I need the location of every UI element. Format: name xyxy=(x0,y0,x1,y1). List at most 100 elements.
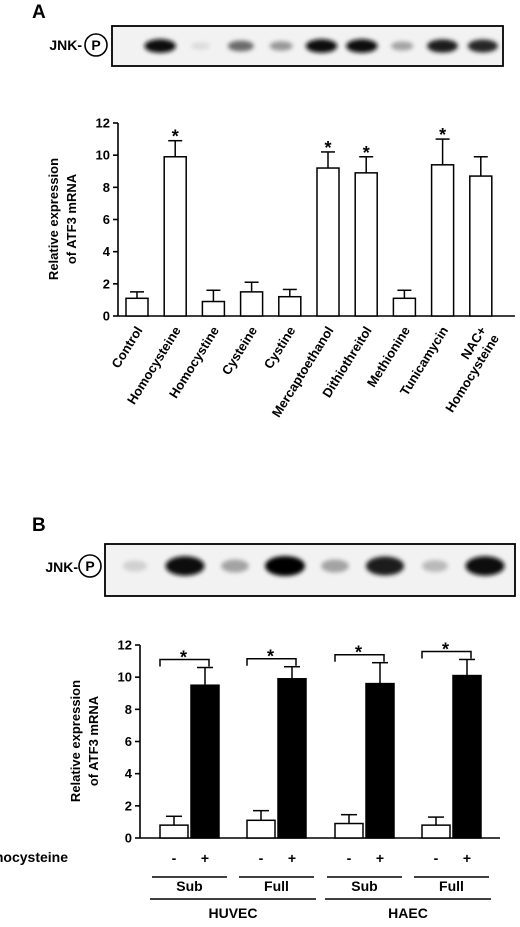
panel-b-bar xyxy=(365,682,395,839)
panel-b-ylabel-line1: Relative expression xyxy=(68,680,83,802)
panel-a-blot-band xyxy=(191,42,210,50)
panel-b-ytick-label: 4 xyxy=(125,766,133,781)
panel-a: A JNK- P 0 2 4 6 8 10 12 Relative expression o… xyxy=(32,2,515,420)
panel-b-ylabel-line2: of ATF3 mRNA xyxy=(86,695,101,786)
panel-a-ytick-label: 10 xyxy=(96,148,110,163)
panel-b-ytick-label: 10 xyxy=(118,670,132,685)
panel-b-cell-label: HUVEC xyxy=(208,905,257,921)
panel-a-letter: A xyxy=(32,2,46,23)
panel-a-significance-star: * xyxy=(324,138,331,158)
panel-a-blot-band xyxy=(227,40,254,52)
panel-b-treatment-sign: - xyxy=(172,850,177,866)
panel-b-cell-label: HAEC xyxy=(388,905,428,921)
panel-a-bar xyxy=(316,167,340,317)
panel-b-bar xyxy=(277,678,307,839)
panel-b-comparison-bracket xyxy=(421,650,472,659)
panel-a-bar xyxy=(163,156,187,317)
panel-a-blot-band xyxy=(467,39,498,53)
panel-b-comparison-bracket xyxy=(159,658,210,667)
panel-a-bars: * * * * xyxy=(125,125,493,317)
panel-a-ytick-label: 8 xyxy=(103,180,110,195)
panel-a-blot-label: JNK- xyxy=(49,37,82,53)
panel-a-ylabel-line2: of ATF3 mRNA xyxy=(64,173,79,264)
panel-b-treatment-signs: - + - + - + - + xyxy=(172,850,471,866)
panel-a-bar xyxy=(354,172,378,317)
panel-b-ytick-label: 2 xyxy=(125,798,132,813)
panel-b-comparison-bracket xyxy=(246,657,297,666)
panel-b-treatment-sign: + xyxy=(201,850,209,866)
panel-a-blot-bands xyxy=(144,39,498,53)
panel-a-category-label: Control xyxy=(108,324,145,371)
panel-a-phospho-symbol: P xyxy=(91,37,100,53)
panel-a-significance-star: * xyxy=(363,143,370,163)
panel-a-ylabel-line1: Relative expression xyxy=(46,158,61,280)
panel-b-phospho-icon: P xyxy=(78,554,102,578)
panel-b-bar xyxy=(334,822,364,839)
panel-a-ytick-label: 12 xyxy=(96,116,110,131)
panel-b-ytick-label: 8 xyxy=(125,702,132,717)
panel-b-significance-brackets: * * * * xyxy=(159,639,472,668)
panel-a-blot-band xyxy=(427,39,458,53)
panel-b-phospho-symbol: P xyxy=(85,558,94,574)
panel-a-bar xyxy=(278,295,302,317)
panel-a-bar xyxy=(239,291,264,317)
panel-b-treatment-sign: - xyxy=(347,850,352,866)
panel-b-significance-star: * xyxy=(267,647,274,667)
panel-a-ytick-label: 6 xyxy=(103,212,110,227)
panel-a-bar xyxy=(392,297,417,317)
panel-a-blot-band xyxy=(305,39,338,53)
panel-a-bar xyxy=(201,300,226,317)
panel-b-medium-label: Full xyxy=(439,878,464,894)
panel-b-blot-band xyxy=(265,556,305,576)
panel-b-medium-label: Sub xyxy=(351,878,377,894)
panel-b-treatment-sign: + xyxy=(463,850,471,866)
panel-b-bar xyxy=(452,674,482,839)
panel-b-significance-star: * xyxy=(355,643,362,663)
panel-b-blot-band xyxy=(165,556,205,576)
panel-b-ytick-label: 12 xyxy=(118,638,132,653)
panel-b-blot-band xyxy=(122,560,148,572)
panel-b-bar xyxy=(246,819,276,839)
panel-b-blot-band xyxy=(321,559,349,573)
panel-a-phospho-icon: P xyxy=(84,33,108,57)
panel-b-treatment-label: Homocysteine xyxy=(0,849,68,865)
panel-b-blot-label: JNK- xyxy=(45,559,78,575)
panel-a-ytick-label: 4 xyxy=(103,244,111,259)
panel-b: B JNK- P 0 2 4 6 8 10 12 Relative expression o… xyxy=(0,515,516,921)
panel-b-blot-frame xyxy=(104,543,516,597)
panel-b-bar xyxy=(159,824,189,839)
panel-b-significance-star: * xyxy=(442,639,449,659)
panel-a-blot-band xyxy=(390,41,414,51)
panel-a-ytick-label: 2 xyxy=(103,276,110,291)
panel-a-bar xyxy=(430,164,455,317)
panel-b-blot-band xyxy=(422,560,448,572)
panel-a-bar xyxy=(125,297,149,317)
panel-b-blot-band xyxy=(465,556,505,576)
panel-b-group-labels: Sub Full Sub Full HUVEC HAEC xyxy=(150,876,491,921)
panel-a-significance-star: * xyxy=(172,127,179,147)
panel-b-ytick-label: 6 xyxy=(125,734,132,749)
panel-b-ytick-label: 0 xyxy=(125,831,132,846)
panel-b-blot-band xyxy=(221,559,249,573)
panel-a-category-label: Cysteine xyxy=(219,324,260,378)
panel-b-blot-band xyxy=(365,556,405,576)
panel-b-bars xyxy=(159,658,482,839)
panel-b-blot-bands xyxy=(122,556,505,576)
panel-b-treatment-sign: + xyxy=(288,850,296,866)
panel-b-significance-star: * xyxy=(180,648,187,668)
panel-a-category-label: Cystine xyxy=(261,324,299,372)
panel-b-bar xyxy=(190,684,220,839)
panel-b-letter: B xyxy=(32,515,46,536)
panel-b-treatment-sign: - xyxy=(259,850,264,866)
panel-b-comparison-bracket xyxy=(334,653,385,662)
panel-a-blot-band xyxy=(144,39,176,53)
panel-b-y-axis: 0 2 4 6 8 10 12 xyxy=(118,638,500,846)
panel-b-medium-label: Full xyxy=(264,878,289,894)
panel-a-ytick-label: 0 xyxy=(103,309,110,324)
panel-a-blot-band xyxy=(269,41,293,51)
panel-a-blot-band xyxy=(346,39,378,53)
panel-b-medium-label: Sub xyxy=(176,878,202,894)
panel-b-bar xyxy=(421,824,451,839)
